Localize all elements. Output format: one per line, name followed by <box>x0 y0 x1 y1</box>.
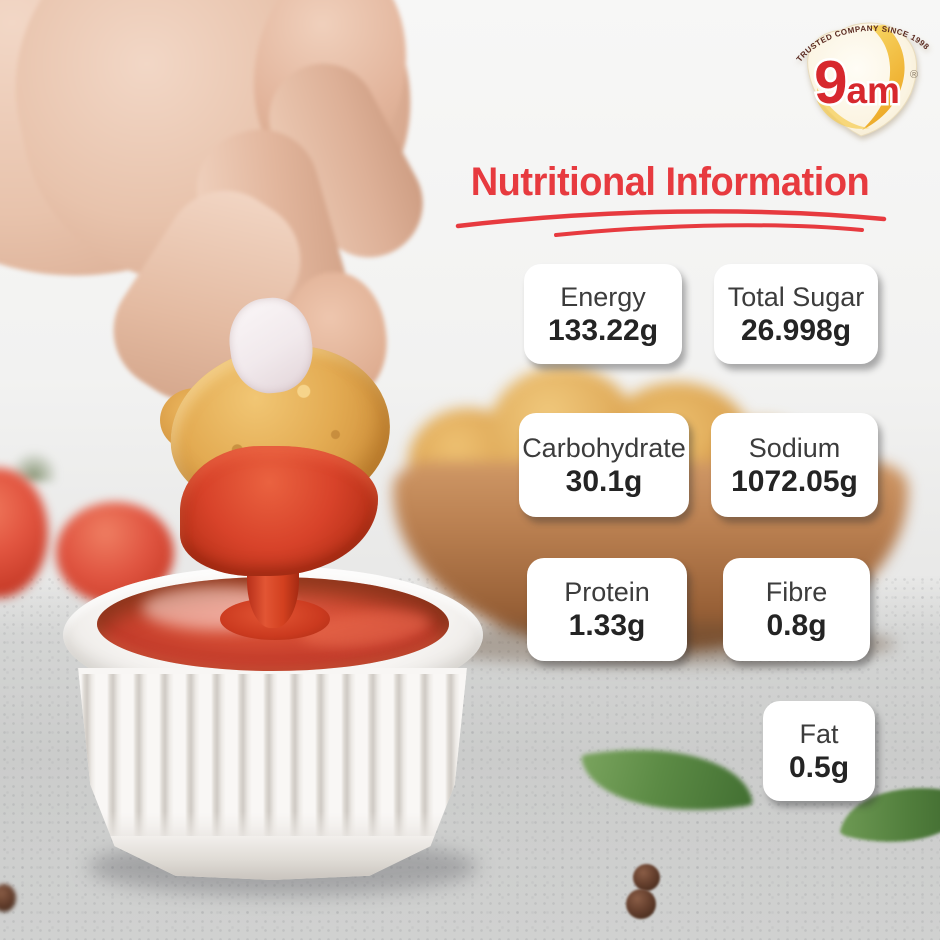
nutrition-card-total-sugar: Total Sugar 26.998g <box>714 264 878 364</box>
nutrition-card-carbohydrate: Carbohydrate 30.1g <box>519 413 689 517</box>
nutrition-value: 0.5g <box>788 750 850 784</box>
nutrition-card-fat: Fat 0.5g <box>763 701 875 801</box>
nutrition-value: 133.22g <box>547 313 659 347</box>
ramekin-body <box>78 668 467 880</box>
nutrition-card-sodium: Sodium 1072.05g <box>711 413 878 517</box>
nutrition-label: Fibre <box>765 577 828 607</box>
brand-wordmark: 9am <box>814 49 900 116</box>
registered-mark: ® <box>910 69 918 81</box>
brand-swoosh-icon <box>862 25 905 130</box>
nutrition-card-protein: Protein 1.33g <box>527 558 687 661</box>
ramekin-flutes <box>78 674 467 842</box>
peppercorn <box>0 884 16 912</box>
peppercorn <box>626 889 656 919</box>
ketchup-on-nugget <box>180 446 378 576</box>
nutrition-card-energy: Energy 133.22g <box>524 264 682 364</box>
nutrition-value: 0.8g <box>766 609 827 642</box>
page-title: Nutritional Information <box>470 160 870 204</box>
nutrition-label: Sodium <box>748 432 841 463</box>
nutrition-value: 26.998g <box>740 313 852 347</box>
title-underline-icon <box>455 209 887 237</box>
nutrition-label: Carbohydrate <box>522 432 686 463</box>
nutrition-card-fibre: Fibre 0.8g <box>723 558 870 661</box>
nutrition-label: Protein <box>564 577 650 607</box>
nutrition-label: Fat <box>799 718 839 749</box>
peppercorn <box>633 864 660 891</box>
brand-logo: TRUSTED COMPANY SINCE 1998 9am ® <box>795 22 931 137</box>
nutrition-value: 30.1g <box>565 464 643 498</box>
nutrition-label: Total Sugar <box>727 281 865 312</box>
nutrition-value: 1072.05g <box>731 464 858 498</box>
brand-swoosh-small-icon <box>817 88 870 129</box>
nutrition-label: Energy <box>560 281 646 312</box>
nutrition-value: 1.33g <box>568 609 646 642</box>
